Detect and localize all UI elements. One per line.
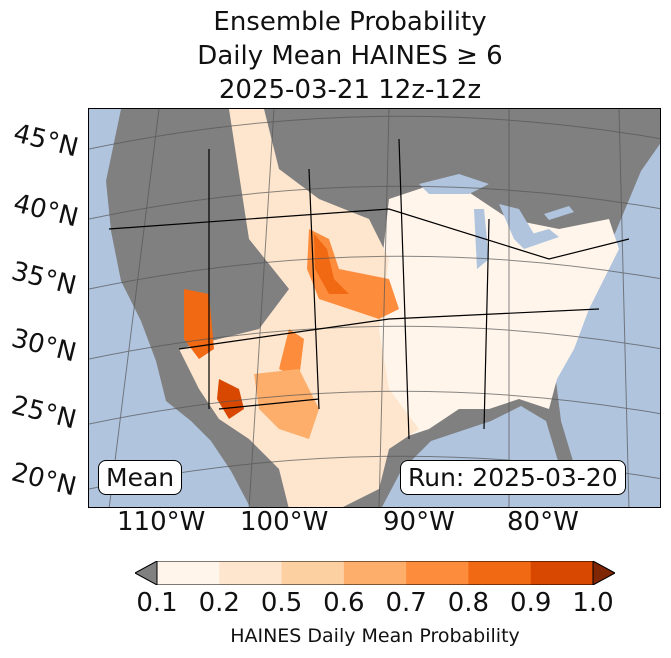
- colorbar-segment: [281, 561, 345, 585]
- mean-label: Mean: [98, 460, 183, 495]
- colorbar-tick-label: 0.8: [447, 588, 490, 618]
- colorbar-segment: [219, 561, 283, 585]
- colorbar-tick-label: 1.0: [572, 588, 614, 618]
- run-date-label: Run: 2025-03-20: [400, 460, 626, 495]
- lon-label-90: 90°W: [383, 507, 455, 537]
- great-lakes: [419, 174, 574, 269]
- colorbar-segment: [343, 561, 407, 585]
- lat-label-40: 40°N: [10, 188, 82, 234]
- state-borders: [108, 138, 630, 440]
- colorbar-segment: [157, 561, 220, 585]
- kansas-core: [314, 234, 349, 294]
- colorbar-tick-label: 0.2: [198, 588, 240, 618]
- new-mexico-high: [279, 329, 304, 379]
- colorbar-segment: [530, 561, 594, 585]
- colorbar-tick-label: 0.7: [385, 588, 427, 618]
- lat-label-20: 20°N: [8, 457, 80, 503]
- graticule: [89, 109, 660, 507]
- kansas-high: [307, 229, 399, 319]
- lat-label-45: 45°N: [10, 118, 82, 164]
- colorbar-label: HAINES Daily Mean Probability: [230, 625, 520, 647]
- probability-map: [88, 108, 661, 508]
- title-line-2: Daily Mean HAINES ≥ 6: [197, 41, 503, 71]
- colorbar-tick-label: 0.5: [260, 588, 303, 618]
- colorbar-segment: [406, 561, 469, 585]
- colorbar-segment: [468, 561, 532, 585]
- lat-label-30: 30°N: [8, 323, 80, 369]
- east-low-probability: [369, 179, 619, 439]
- colorbar-tick-label: 0.9: [510, 588, 552, 618]
- lon-label-80: 80°W: [507, 507, 579, 537]
- colorbar: [135, 561, 615, 585]
- lon-label-100: 100°W: [240, 507, 329, 537]
- colorbar-over-extension: [592, 561, 615, 585]
- colorbar-tick-label: 0.1: [136, 588, 178, 618]
- lat-label-25: 25°N: [8, 390, 80, 436]
- colorbar-tick-label: 0.6: [323, 588, 365, 618]
- colorbar-under-extension: [135, 561, 158, 585]
- lat-label-35: 35°N: [8, 256, 80, 302]
- lon-label-110: 110°W: [117, 507, 206, 537]
- title-line-1: Ensemble Probability: [213, 7, 487, 37]
- texas-high: [254, 369, 319, 439]
- title-line-3: 2025-03-21 12z-12z: [218, 75, 482, 105]
